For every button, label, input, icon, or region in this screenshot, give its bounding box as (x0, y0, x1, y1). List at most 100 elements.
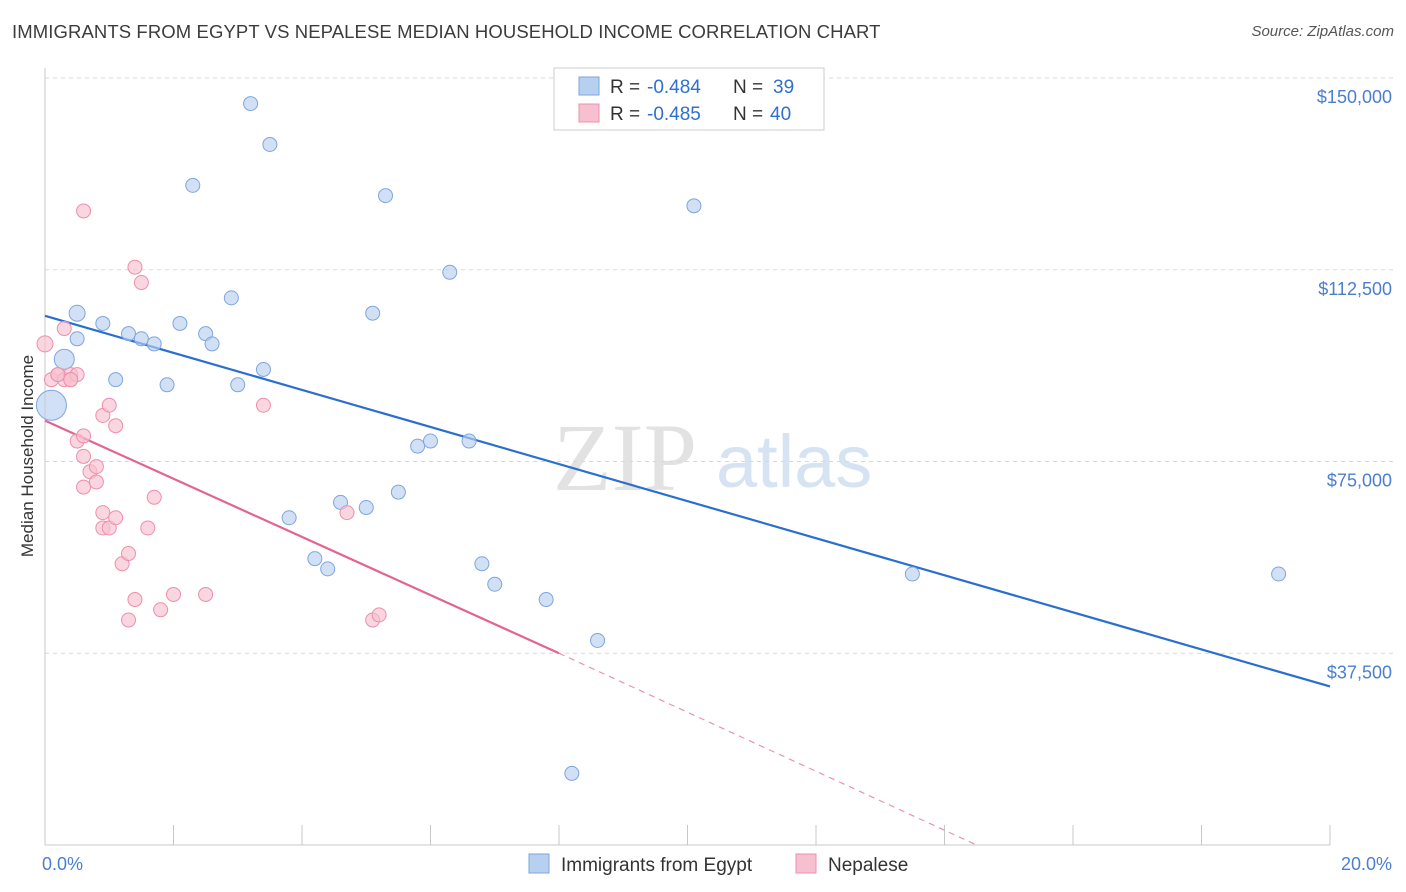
y-tick-label-1: $75,000 (1327, 471, 1392, 491)
series-legend: Immigrants from Egypt Nepalese (528, 853, 908, 876)
data-point-egypt-24 (365, 305, 381, 321)
data-point-egypt-23 (358, 500, 374, 516)
y-tick-label-3: $150,000 (1317, 87, 1392, 107)
stats-r-value-nepal: -0.485 (647, 104, 701, 125)
data-point-egypt-30 (461, 433, 477, 449)
data-point-nepal-16 (95, 505, 111, 521)
data-point-egypt-15 (230, 377, 246, 393)
data-point-egypt-14 (223, 290, 239, 306)
data-point-egypt-36 (686, 198, 702, 214)
data-point-nepal-24 (121, 612, 137, 628)
watermark: ZIP atlas (553, 404, 872, 511)
data-point-nepal-34 (339, 505, 355, 521)
data-point-nepal-20 (108, 418, 124, 434)
data-point-egypt-4 (95, 315, 111, 331)
data-point-egypt-26 (390, 484, 406, 500)
data-point-egypt-31 (474, 556, 490, 572)
data-point-egypt-20 (307, 551, 323, 567)
stats-n-label-nepal: N = (733, 104, 763, 125)
stats-n-value-egypt: 39 (773, 77, 794, 98)
data-point-egypt-7 (133, 331, 149, 347)
trend-lines (44, 314, 1331, 846)
chart-title: IMMIGRANTS FROM EGYPT VS NEPALESE MEDIAN… (12, 21, 881, 42)
stats-swatch-nepal (578, 103, 600, 123)
trend-line-nepal (44, 419, 560, 655)
scatter-points (35, 96, 1287, 781)
data-point-egypt-19 (281, 510, 297, 526)
data-point-nepal-39 (63, 372, 79, 388)
grid-lines (45, 77, 1395, 654)
data-point-egypt-17 (255, 361, 271, 377)
data-point-nepal-9 (76, 428, 92, 444)
legend-label-nepal: Nepalese (828, 855, 908, 876)
legend-swatch-egypt (528, 853, 550, 874)
data-point-nepal-38 (50, 367, 66, 383)
data-point-egypt-35 (590, 632, 606, 648)
watermark-zip: ZIP (553, 404, 697, 511)
data-point-egypt-5 (108, 372, 124, 388)
data-point-egypt-13 (204, 336, 220, 352)
data-point-egypt-0 (35, 389, 67, 421)
data-point-egypt-28 (423, 433, 438, 449)
data-point-egypt-2 (68, 304, 86, 322)
data-point-nepal-11 (76, 479, 92, 495)
data-point-nepal-3 (56, 321, 72, 337)
data-point-egypt-6 (121, 326, 137, 342)
trend-line-nepal-extension (558, 652, 977, 846)
data-point-nepal-32 (198, 586, 214, 602)
data-point-egypt-11 (185, 177, 201, 193)
data-point-nepal-37 (76, 203, 92, 219)
stats-legend: R = -0.484 N = 39 R = -0.485 N = 40 (553, 67, 825, 131)
data-point-egypt-32 (487, 576, 503, 592)
data-point-egypt-16 (243, 96, 259, 112)
data-point-egypt-3 (69, 331, 85, 347)
stats-n-value-nepal: 40 (770, 104, 791, 125)
data-point-nepal-23 (121, 546, 137, 562)
source-credit: Source: ZipAtlas.com (1251, 23, 1394, 40)
data-point-nepal-30 (153, 602, 169, 618)
y-axis-label: Median Household Income (18, 355, 37, 557)
stats-r-label-egypt: R = (610, 77, 640, 98)
data-point-nepal-21 (108, 510, 124, 526)
data-point-egypt-21 (320, 561, 336, 577)
data-point-egypt-29 (442, 264, 458, 280)
stats-r-value-egypt: -0.484 (647, 77, 701, 98)
data-point-egypt-10 (172, 315, 188, 331)
data-point-nepal-18 (101, 397, 117, 413)
stats-n-label-egypt: N = (733, 77, 763, 98)
data-point-egypt-37 (904, 566, 920, 582)
data-point-egypt-38 (1271, 566, 1287, 582)
data-point-nepal-13 (88, 474, 104, 490)
data-point-egypt-25 (378, 188, 394, 204)
axes (44, 68, 1331, 846)
data-point-nepal-28 (140, 520, 156, 536)
data-point-nepal-14 (88, 459, 104, 475)
legend-swatch-nepal (795, 853, 817, 874)
data-point-egypt-27 (410, 438, 426, 454)
data-point-nepal-0 (36, 335, 54, 353)
data-point-egypt-1 (53, 348, 75, 370)
data-point-egypt-34 (564, 765, 580, 781)
trend-line-egypt (44, 314, 1331, 688)
data-point-nepal-33 (255, 397, 271, 413)
y-tick-labels: $37,500 $75,000 $112,500 $150,000 (1317, 87, 1392, 682)
data-point-nepal-29 (146, 489, 162, 505)
data-point-nepal-25 (127, 259, 143, 275)
data-point-egypt-18 (262, 136, 278, 152)
data-point-nepal-10 (76, 448, 92, 464)
legend-label-egypt: Immigrants from Egypt (561, 855, 753, 876)
stats-r-label-nepal: R = (610, 104, 640, 125)
data-point-nepal-26 (127, 592, 143, 608)
data-point-egypt-33 (538, 592, 554, 608)
x-tick-label-max: 20.0% (1341, 854, 1392, 874)
y-tick-label-2: $112,500 (1318, 279, 1392, 299)
data-point-nepal-36 (371, 607, 387, 623)
x-tick-label-min: 0.0% (42, 854, 83, 874)
data-point-nepal-31 (166, 586, 181, 602)
y-tick-label-0: $37,500 (1327, 662, 1392, 682)
stats-swatch-egypt (578, 76, 600, 96)
data-point-nepal-27 (133, 275, 149, 291)
data-point-egypt-8 (146, 336, 162, 352)
data-point-egypt-9 (159, 377, 175, 393)
